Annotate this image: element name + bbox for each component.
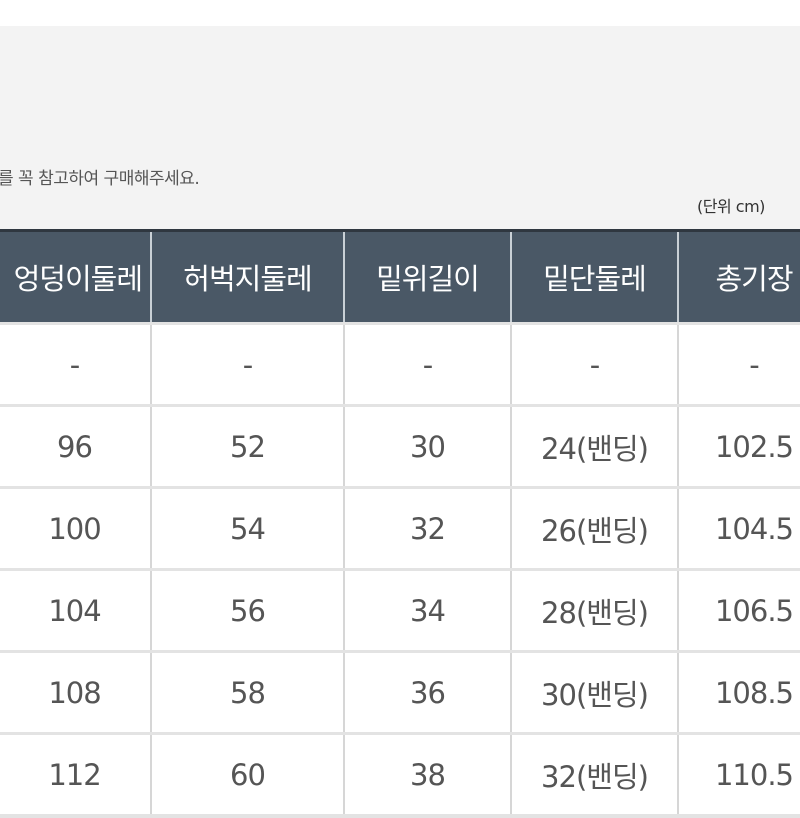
cell-hem: 26(밴딩) [510,486,678,570]
cell-rise: 36 [343,650,511,734]
cell-hem: - [510,322,678,406]
cell-hem: 32(밴딩) [510,732,678,818]
cell-thigh: - [150,322,344,406]
header-hip: 엉덩이둘레 [0,230,151,324]
cell-hip: 108 [0,650,151,734]
cell-rise: 32 [343,486,511,570]
table-header-row: 엉덩이둘레 허벅지둘레 밑위길이 밑단둘레 총기장 [0,230,800,324]
table-row: 112 60 38 32(밴딩) 110.5 [0,732,800,818]
header-hem: 밑단둘레 [510,230,678,324]
table-row: 104 56 34 28(밴딩) 106.5 [0,568,800,652]
cell-thigh: 52 [150,404,344,488]
cell-length: 110.5 [677,732,800,818]
size-table: 엉덩이둘레 허벅지둘레 밑위길이 밑단둘레 총기장 - - - - -96 52 30 24(… [0,229,800,818]
cell-rise: - [343,322,511,406]
purchase-notice: 를 꼭 참고하여 구매해주세요. [0,169,200,189]
header-thigh: 허벅지둘레 [150,230,344,324]
cell-rise: 38 [343,732,511,818]
cell-hip: 100 [0,486,151,570]
cell-hip: 104 [0,568,151,652]
cell-rise: 34 [343,568,511,652]
cell-hem: 28(밴딩) [510,568,678,652]
table-row: 100 54 32 26(밴딩) 104.5 [0,486,800,570]
cell-hip: 112 [0,732,151,818]
table-row: 108 58 36 30(밴딩) 108.5 [0,650,800,734]
cell-thigh: 58 [150,650,344,734]
top-banner [0,26,800,230]
table-row: ----- [0,322,800,406]
cell-hem: 30(밴딩) [510,650,678,734]
cell-thigh: 54 [150,486,344,570]
cell-hip: - [0,322,151,406]
table-row: 96 52 30 24(밴딩) 102.5 [0,404,800,488]
cell-rise: 30 [343,404,511,488]
cell-thigh: 56 [150,568,344,652]
cell-hip: 96 [0,404,151,488]
cell-length: 104.5 [677,486,800,570]
cell-thigh: 60 [150,732,344,818]
cell-length: - [677,322,800,406]
cell-length: 102.5 [677,404,800,488]
unit-label: (단위 cm) [697,197,765,216]
header-rise: 밑위길이 [343,230,511,324]
cell-hem: 24(밴딩) [510,404,678,488]
header-length: 총기장 [677,230,800,324]
cell-length: 108.5 [677,650,800,734]
cell-length: 106.5 [677,568,800,652]
